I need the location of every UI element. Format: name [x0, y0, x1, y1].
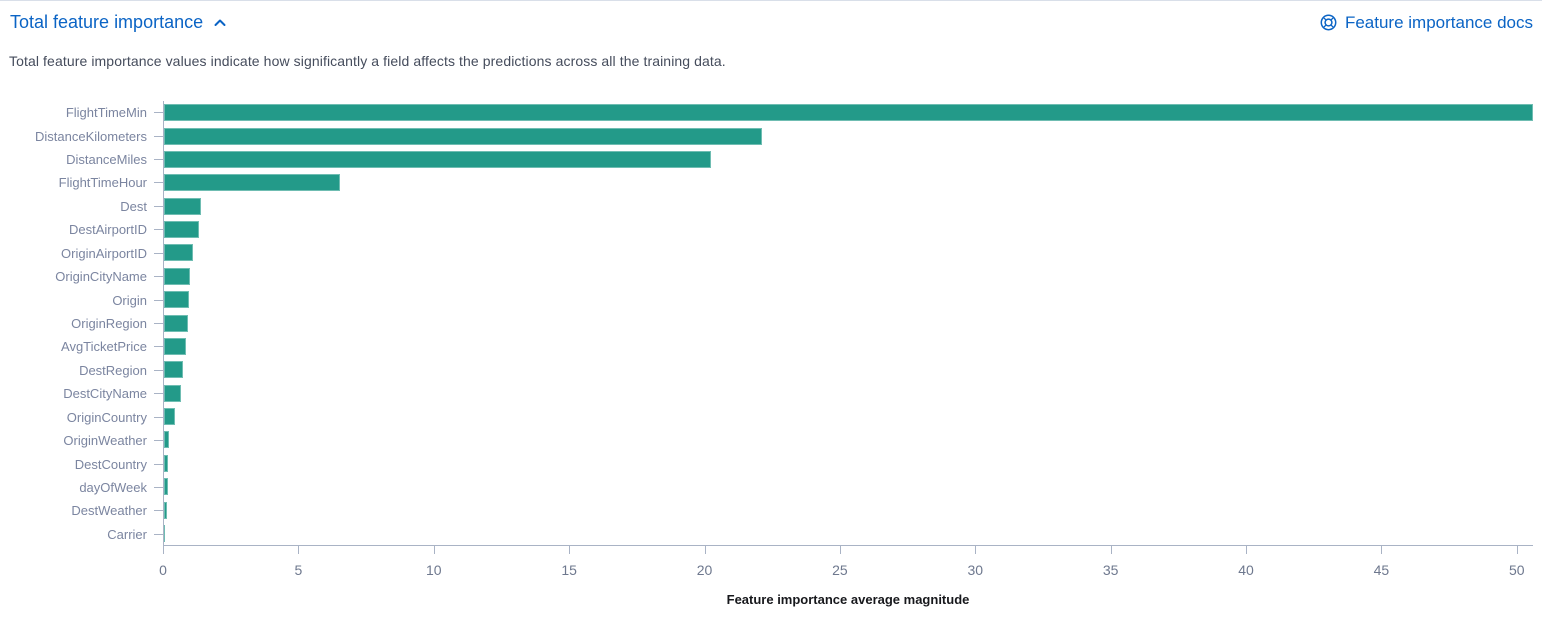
- bar-DestCityName[interactable]: [164, 384, 181, 402]
- y-axis-label: OriginAirportID: [61, 245, 147, 261]
- y-axis-label: OriginCityName: [55, 269, 147, 285]
- y-tick-mark: [154, 510, 163, 512]
- total-feature-importance-toggle[interactable]: Total feature importance: [10, 12, 228, 33]
- x-tick-label: 15: [561, 562, 577, 578]
- description-text: Total feature importance values indicate…: [9, 53, 726, 69]
- y-axis-labels: FlightTimeMin DistanceKilometers DistanceM…: [0, 101, 163, 546]
- bar-Origin[interactable]: [164, 291, 189, 309]
- y-tick-mark: [154, 393, 163, 395]
- chevron-up-icon: [212, 15, 228, 31]
- y-tick-mark: [154, 252, 163, 254]
- x-tick-label: 45: [1373, 562, 1390, 578]
- bar-Dest[interactable]: [164, 197, 201, 215]
- y-tick-mark: [154, 440, 163, 442]
- y-tick-mark: [154, 112, 163, 114]
- y-axis-label: FlightTimeHour: [58, 175, 147, 191]
- y-tick-mark: [154, 416, 163, 418]
- bar-OriginRegion[interactable]: [164, 314, 188, 332]
- bar-DestAirportID[interactable]: [164, 221, 200, 239]
- bar-DestRegion[interactable]: [164, 361, 184, 379]
- x-tick-label: 10: [425, 562, 442, 578]
- bar-dayOfWeek[interactable]: [164, 478, 168, 496]
- y-axis-label: OriginCountry: [66, 409, 147, 425]
- y-tick-mark: [154, 229, 163, 231]
- y-axis-label: DestCountry: [74, 456, 147, 472]
- y-tick-mark: [154, 533, 163, 535]
- x-tick-label: 30: [967, 562, 984, 578]
- x-tick-mark: [975, 546, 977, 554]
- y-axis-label: Dest: [120, 198, 147, 214]
- y-tick-mark: [154, 205, 163, 207]
- y-tick-mark: [154, 346, 163, 348]
- x-tick-label: 5: [294, 562, 303, 578]
- bar-FlightTimeHour[interactable]: [164, 174, 340, 192]
- y-tick-mark: [154, 135, 163, 137]
- y-axis-label: DistanceKilometers: [35, 128, 147, 144]
- y-axis-label: DestCityName: [63, 386, 147, 402]
- feature-importance-docs-link[interactable]: Feature importance docs: [1319, 13, 1533, 33]
- x-tick-mark: [1246, 546, 1247, 554]
- x-tick-mark: [298, 546, 300, 554]
- y-tick-mark: [154, 276, 163, 278]
- y-tick-mark: [154, 486, 163, 488]
- y-axis-label: DistanceMiles: [66, 152, 147, 168]
- bar-AvgTicketPrice[interactable]: [164, 337, 187, 355]
- bar-OriginCityName[interactable]: [164, 267, 191, 285]
- y-tick-mark: [154, 299, 163, 301]
- x-tick-label: 0: [159, 562, 167, 578]
- y-axis-label: AvgTicketPrice: [61, 339, 147, 355]
- bar-OriginAirportID[interactable]: [164, 244, 193, 262]
- y-axis-label: DestAirportID: [68, 222, 147, 238]
- x-tick-label: 20: [696, 562, 713, 578]
- y-axis-label: OriginWeather: [63, 433, 147, 449]
- x-tick-mark: [1381, 546, 1383, 554]
- x-tick-label: 40: [1238, 562, 1254, 578]
- bar-OriginCountry[interactable]: [164, 408, 175, 426]
- bar-OriginWeather[interactable]: [164, 431, 169, 449]
- panel-title: Total feature importance: [10, 12, 204, 32]
- x-tick-mark: [839, 546, 841, 554]
- y-axis-label: dayOfWeek: [79, 479, 147, 495]
- y-axis-label: Origin: [112, 292, 147, 308]
- docs-link-label: Feature importance docs: [1344, 12, 1533, 32]
- x-tick-mark: [163, 546, 164, 554]
- bar-DestCountry[interactable]: [164, 454, 169, 472]
- bar-DistanceKilometers[interactable]: [164, 127, 762, 145]
- bar-DestWeather[interactable]: [164, 501, 167, 519]
- bar-FlightTimeMin[interactable]: [164, 104, 1533, 122]
- y-axis-label: FlightTimeMin: [65, 105, 147, 121]
- life-ring-help-icon: [1319, 13, 1338, 32]
- x-tick-mark: [433, 546, 435, 554]
- y-tick-mark: [154, 182, 163, 184]
- y-axis-label: DestWeather: [71, 503, 147, 519]
- y-tick-mark: [154, 323, 163, 324]
- x-axis-title: Feature importance average magnitude: [726, 592, 970, 607]
- bar-DistanceMiles[interactable]: [164, 150, 711, 168]
- x-tick-mark: [569, 546, 571, 554]
- bar-Carrier[interactable]: [164, 524, 165, 542]
- x-tick-mark: [1110, 546, 1112, 554]
- y-axis-label: OriginRegion: [71, 316, 147, 331]
- x-tick-mark: [1516, 546, 1518, 554]
- x-tick-label: 25: [832, 562, 848, 578]
- y-axis-label: DestRegion: [79, 362, 147, 378]
- x-tick-mark: [704, 546, 706, 554]
- x-tick-label: 35: [1102, 562, 1119, 578]
- y-tick-mark: [154, 463, 163, 465]
- feature-importance-chart: [163, 101, 1533, 546]
- panel-header: Total feature importance Feature importa…: [10, 12, 1533, 33]
- y-axis-label: Carrier: [107, 526, 147, 542]
- y-tick-mark: [154, 159, 163, 161]
- x-tick-label: 50: [1508, 562, 1525, 578]
- x-axis-ticks: 0 5 10 15 20 25 30 35 40 45 50: [159, 546, 1542, 591]
- y-tick-mark: [154, 369, 163, 371]
